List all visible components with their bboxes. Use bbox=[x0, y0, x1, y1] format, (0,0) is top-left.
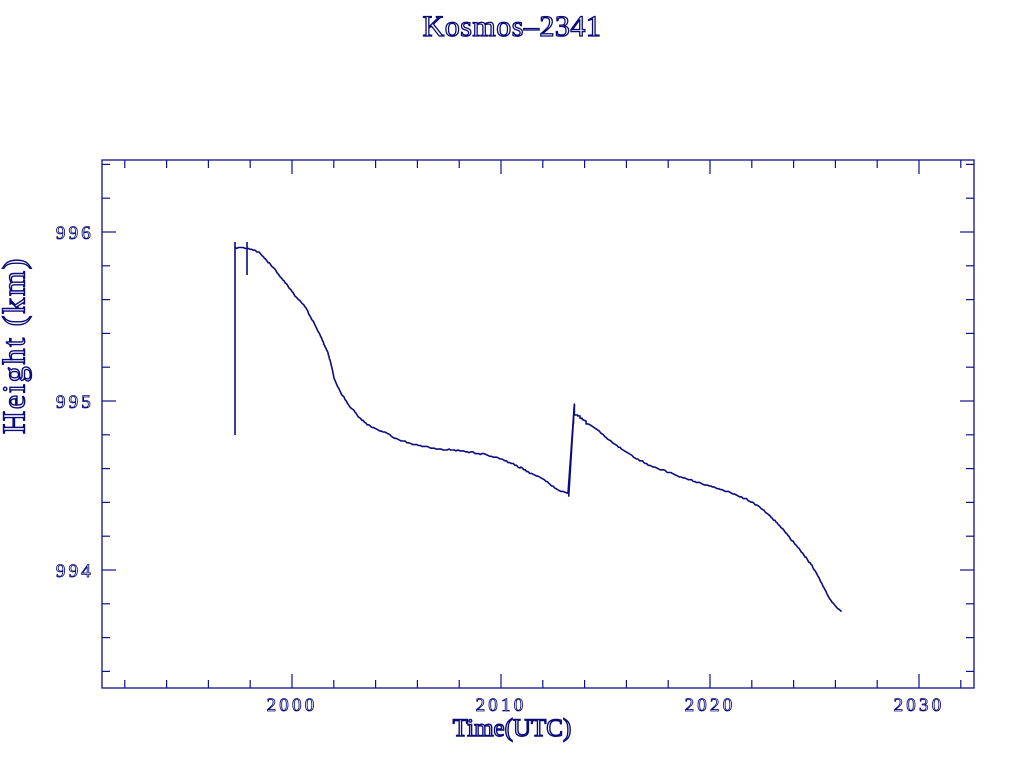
svg-text:996: 996 bbox=[56, 223, 94, 244]
svg-text:2030: 2030 bbox=[894, 695, 945, 716]
svg-text:2020: 2020 bbox=[685, 695, 736, 716]
svg-text:2000: 2000 bbox=[267, 695, 318, 716]
svg-text:994: 994 bbox=[56, 561, 94, 582]
svg-text:995: 995 bbox=[56, 392, 94, 413]
svg-text:2010: 2010 bbox=[476, 695, 527, 716]
